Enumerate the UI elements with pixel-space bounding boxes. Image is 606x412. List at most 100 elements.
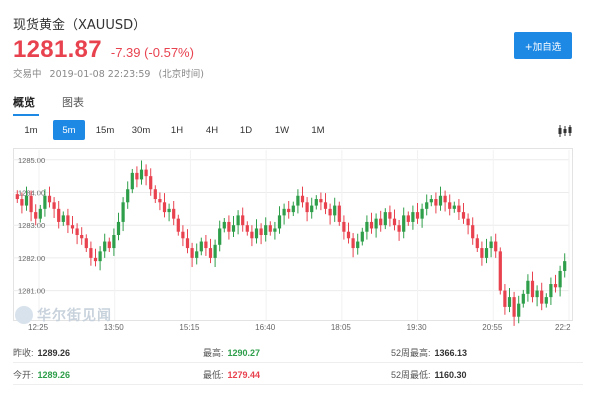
- candle-body: [365, 221, 369, 232]
- candle-body: [181, 231, 185, 239]
- x-tick-label: 12:25: [28, 323, 49, 332]
- chart-canvas: 1285.001284.001283.001282.001281.0012:25…: [13, 148, 573, 332]
- candle-body: [392, 218, 397, 226]
- x-tick-label: 20:55: [482, 323, 503, 332]
- tab-chart[interactable]: 图表: [62, 96, 84, 109]
- candle-body: [517, 303, 521, 317]
- candle-body: [521, 293, 525, 304]
- period-1m[interactable]: 1m: [24, 124, 38, 136]
- candle-body: [149, 176, 153, 190]
- candle-body: [402, 215, 406, 232]
- candle-body: [195, 251, 199, 258]
- period-30m[interactable]: 30m: [131, 124, 151, 136]
- candle-body: [158, 199, 162, 203]
- candle-body: [167, 208, 171, 213]
- candle-body: [383, 212, 387, 226]
- stat-high: 最高: 1290.27: [203, 348, 261, 358]
- candle-body: [241, 215, 245, 226]
- candle-body: [535, 290, 539, 298]
- candle-body: [443, 195, 447, 203]
- period-5m[interactable]: 5m: [53, 120, 85, 140]
- candle-body: [314, 199, 318, 206]
- candle-body: [291, 205, 295, 213]
- x-tick-label: 16:40: [255, 323, 276, 332]
- tab-overview[interactable]: 概览: [13, 96, 35, 109]
- price-row: 1281.87 -7.39 (-0.57%): [13, 36, 194, 64]
- candle-body: [530, 280, 535, 298]
- candle-body: [24, 195, 29, 206]
- candle-body: [231, 225, 236, 232]
- candle-body: [84, 238, 88, 249]
- candle-body: [374, 218, 378, 229]
- candle-body: [498, 251, 502, 291]
- candle-body: [277, 215, 282, 229]
- watermark-logo: [15, 306, 33, 324]
- candle-body: [346, 231, 351, 239]
- candle-body: [475, 238, 479, 249]
- candle-body: [273, 228, 277, 232]
- x-tick-label: 19:30: [407, 323, 428, 332]
- period-1d[interactable]: 1D: [239, 124, 253, 136]
- candle-body: [310, 205, 314, 213]
- candlestick-chart[interactable]: 1285.001284.001283.001282.001281.0012:25…: [13, 148, 573, 334]
- candle-body: [296, 195, 300, 206]
- candle-body: [305, 202, 309, 213]
- candle-body: [227, 221, 231, 232]
- candle-body: [66, 215, 70, 226]
- candle-body: [549, 284, 553, 298]
- candle-body: [558, 270, 562, 288]
- candle-body: [199, 241, 203, 252]
- candle-body: [80, 235, 84, 239]
- candle-body: [429, 199, 433, 203]
- quote-header: 现货黄金（XAUUSD） 1281.87 -7.39 (-0.57%) 交易中 …: [0, 0, 606, 88]
- candlestick-icon[interactable]: [557, 123, 573, 137]
- stat-52w-low: 52周最低: 1160.30: [391, 370, 467, 380]
- status-row: 交易中 2019-01-08 22:23:59 (北京时间): [13, 66, 209, 80]
- candle-body: [282, 208, 286, 216]
- x-tick-label: 13:50: [104, 323, 125, 332]
- candle-body: [448, 202, 452, 209]
- candle-body: [356, 241, 360, 249]
- add-watchlist-button[interactable]: +加自选: [514, 32, 572, 59]
- period-1h[interactable]: 1H: [170, 124, 184, 136]
- candle-body: [553, 284, 558, 288]
- period-1mo[interactable]: 1M: [311, 124, 325, 136]
- candle-body: [287, 208, 291, 213]
- candle-body: [130, 172, 134, 190]
- candle-body: [379, 218, 383, 226]
- candle-body: [213, 244, 217, 258]
- candle-body: [116, 221, 121, 235]
- candle-body: [563, 261, 567, 271]
- period-15m[interactable]: 15m: [95, 124, 115, 136]
- candle-body: [388, 212, 392, 219]
- candle-body: [434, 199, 438, 206]
- candle-body: [185, 238, 190, 249]
- candle-body: [57, 208, 61, 222]
- y-tick-label: 1282.00: [18, 254, 45, 263]
- candle-body: [250, 231, 254, 239]
- watermark-text: 华尔街见闻: [37, 308, 112, 324]
- period-4h[interactable]: 4H: [205, 124, 219, 136]
- y-tick-label: 1283.00: [18, 221, 45, 230]
- candle-body: [139, 169, 144, 180]
- candle-body: [438, 195, 443, 206]
- stat-52w-high: 52周最高: 1366.13: [391, 348, 468, 358]
- candle-body: [89, 248, 93, 258]
- last-price: 1281.87: [13, 36, 102, 63]
- period-toolbar: 1m 5m 15m 30m 1H 4H 1D 1W 1M: [13, 120, 573, 142]
- candle-body: [512, 297, 516, 317]
- candle-body: [484, 248, 489, 258]
- candle-body: [406, 215, 410, 222]
- candle-body: [222, 221, 226, 229]
- candle-body: [425, 202, 429, 209]
- x-tick-label: 22:2: [555, 323, 571, 332]
- candle-body: [333, 205, 337, 216]
- candle-body: [480, 248, 484, 258]
- candle-body: [259, 228, 263, 235]
- period-1w[interactable]: 1W: [274, 124, 290, 136]
- plot-frame: [13, 148, 573, 321]
- candle-body: [466, 218, 470, 226]
- candle-body: [29, 195, 33, 213]
- candle-body: [218, 228, 222, 245]
- timezone-label: (北京时间): [158, 69, 204, 80]
